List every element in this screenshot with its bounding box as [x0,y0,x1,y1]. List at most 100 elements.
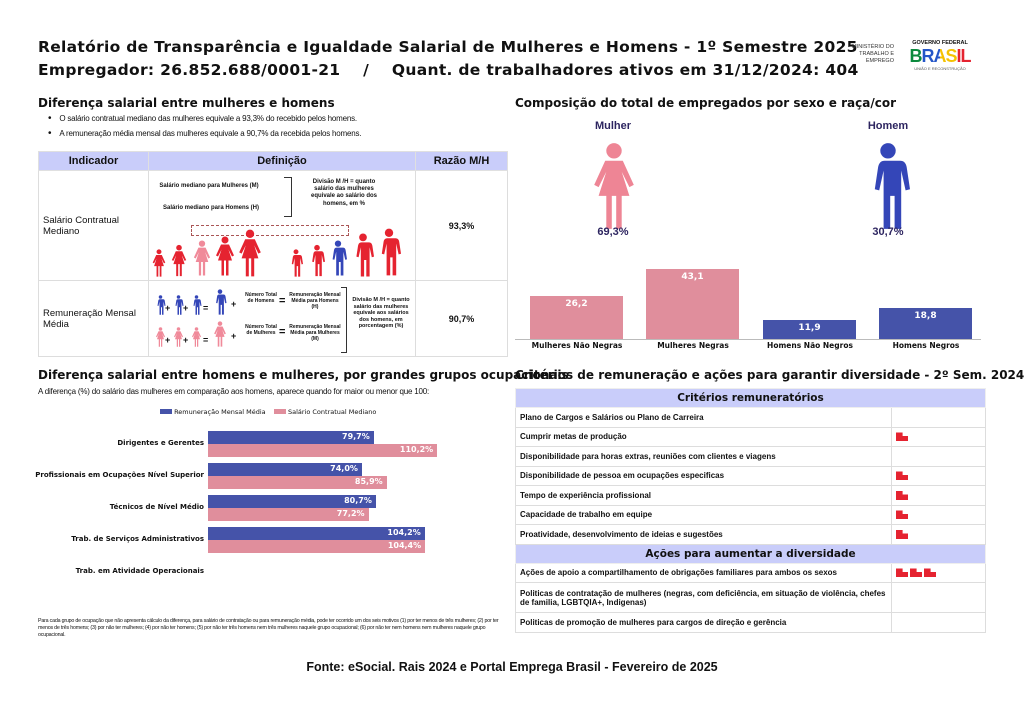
def-text: Remuneração Mensal Média para Homens (H) [289,292,341,310]
col-header: Razão M/H [415,151,508,171]
criterion-label: Disponibilidade de pessoa em ocupações e… [515,465,892,486]
x-tick-label: Homens Negros [892,341,960,350]
svg-text:=: = [203,335,208,345]
data-label: 79,7% [342,432,370,441]
def-text: Número Total de Mulheres [245,324,277,336]
legend-swatch [273,409,286,414]
ratio-value: 90,7% [415,280,508,357]
bar: 26,2 [530,296,623,339]
svg-text:+: + [231,299,236,309]
red-flag-icon [896,490,908,500]
table-row: Proatividade, desenvolvimento de ideias … [515,524,986,545]
legend-label: Remuneração Mensal Média [174,408,266,416]
marks-cell [891,426,986,447]
def-text: Divisão M /H = quanto salário das mulher… [352,297,410,330]
people-illustration [152,228,401,277]
bar: 43,1 [646,268,739,339]
source-footer: Fonte: eSocial. Rais 2024 e Portal Empre… [306,660,718,674]
red-flag-icon [896,432,908,442]
criterion-label: Proatividade, desenvolvimento de ideias … [515,524,892,545]
red-flag-icon [896,568,908,578]
data-label: 80,7% [344,496,372,505]
data-label: 18,8 [914,311,937,322]
criterion-label: Ações de apoio a compartilhamento de obr… [515,562,892,583]
table-row: Politicas de contratação de mulheres (ne… [515,582,986,613]
bar: 104,4% [208,540,426,553]
definition-cell: Salário mediano para Mulheres (M) Salári… [148,170,416,281]
criterion-label: Politicas de promoção de mulheres para c… [515,612,892,633]
legend: Remuneração Mensal Média Salário Contrat… [160,408,376,416]
red-flag-icon [924,568,936,578]
bar: 110,2% [208,444,438,457]
bar: 74,0% [208,463,362,476]
definition-cell: + + = + + = + + Número Total de Homens = Remune… [148,280,416,357]
section-header: Ações para aumentar a diversidade [515,543,986,564]
legend-swatch [160,409,172,414]
marks-cell [891,407,986,428]
report-title: Relatório de Transparência e Igualdade S… [38,38,858,56]
marks-cell [891,582,986,613]
gov-logo: GOVERNO FEDERAL BRASIL UNIÃO E RECONSTRU… [905,40,975,71]
data-label: 104,4% [387,541,422,550]
ministry-logo: MINISTÉRIO DO TRABALHO E EMPREGO [852,44,894,65]
criterion-label: Capacidade de trabalho em equipe [515,504,892,525]
data-label: 11,9 [798,322,821,333]
criterion-label: Cumprir metas de produção [515,426,892,447]
svg-text:=: = [203,303,208,313]
woman-icon [594,143,634,229]
def-text: Divisão M /H = quanto salário das mulher… [310,179,378,207]
gov-slogan: UNIÃO E RECONSTRUÇÃO [914,66,966,71]
criterion-label: Plano de Cargos e Salários ou Plano de C… [515,407,892,428]
table-row: Cumprir metas de produção [515,426,986,447]
criterion-label: Disponibilidade para horas extras, reuni… [515,446,892,467]
x-axis [515,339,981,340]
table-row: Capacidade de trabalho em equipe [515,504,986,525]
salary-diff-heading: Diferença salarial entre mulheres e home… [38,96,335,110]
y-tick-label: Técnicos de Nível Médio [109,503,204,511]
svg-text:+: + [183,303,188,313]
bar: 79,7% [208,431,374,444]
table-row: Disponibilidade para horas extras, reuni… [515,446,986,467]
criterion-label: Tempo de experiência profissional [515,485,892,506]
red-flag-icon [910,568,922,578]
y-tick-label: Trab. de Serviços Administrativos [71,535,204,543]
data-label: 110,2% [399,445,434,454]
indicator-name: Salário Contratual Mediano [38,170,149,281]
composition-heading: Composição do total de empregados por se… [515,96,897,110]
median-box [191,225,349,236]
def-text: Número Total de Homens [245,292,277,304]
data-label: 104,2% [387,528,421,537]
table-row: Politicas de promoção de mulheres para c… [515,612,986,633]
bar: 104,2% [208,527,425,540]
equals-sign: = [279,326,286,338]
y-tick-label: Trab. em Atividade Operacionais [75,567,204,575]
criterion-label: Politicas de contratação de mulheres (ne… [515,582,892,613]
criteria-heading: Critérios de remuneração e ações para ga… [515,368,1024,382]
x-tick-label: Mulheres Não Negras [531,341,623,350]
marks-cell [891,524,986,545]
women-percent: 69,3% [597,226,629,238]
brasil-wordmark: BRASIL [905,46,975,66]
marks-cell [891,446,986,467]
red-flag-icon [896,471,908,481]
svg-text:+: + [231,331,236,341]
red-flag-icon [896,529,908,539]
men-percent: 30,7% [872,226,904,238]
marks-cell [891,485,986,506]
red-flag-icon [896,510,908,520]
col-header: Indicador [38,151,149,171]
data-label: 77,2% [336,509,365,518]
x-tick-label: Homens Não Negros [767,341,853,350]
marks-cell [891,612,986,633]
man-icon [874,143,910,229]
def-text: Salário mediano para Mulheres (M) [159,183,259,189]
equals-sign: = [279,295,286,307]
def-text: Salário mediano para Homens (H) [162,205,260,211]
table-row: Disponibilidade de pessoa em ocupações e… [515,465,986,486]
bar: 85,9% [208,476,387,489]
women-label: Mulher [594,120,632,132]
y-tick-label: Dirigentes e Gerentes [117,439,204,447]
col-header: Definição [148,151,416,171]
bar: 11,9 [763,319,856,339]
bar: 77,2% [208,508,369,521]
